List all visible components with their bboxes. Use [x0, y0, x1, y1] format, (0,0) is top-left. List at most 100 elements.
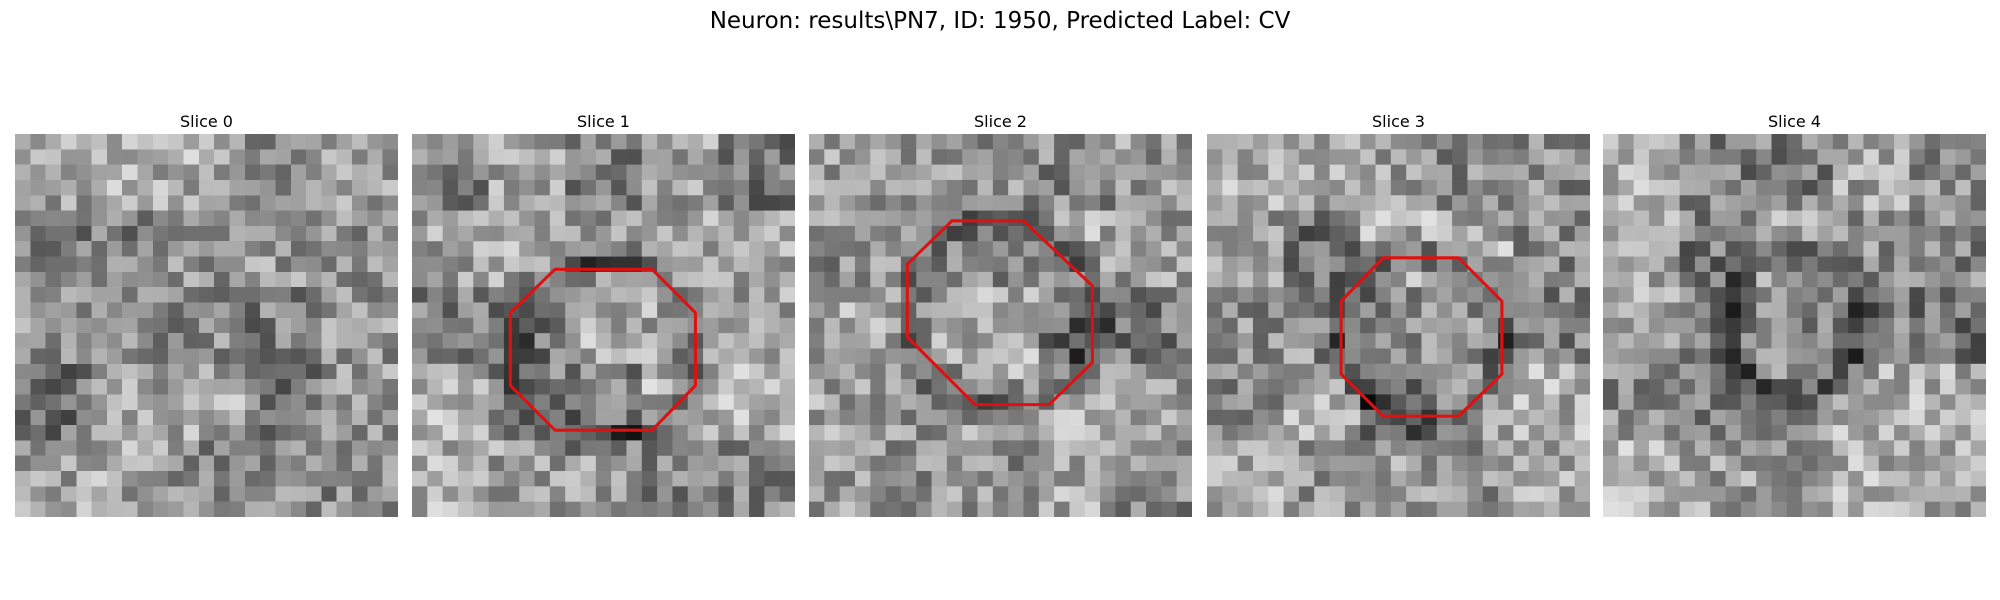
- pixel: [260, 471, 276, 487]
- pixel: [183, 317, 200, 334]
- pixel: [1817, 501, 1834, 517]
- pixel: [641, 394, 658, 411]
- pixel: [1452, 149, 1468, 166]
- pixel: [1207, 225, 1223, 242]
- pixel: [488, 317, 505, 334]
- pixel: [1222, 256, 1239, 273]
- pixel: [779, 149, 795, 166]
- pixel: [152, 225, 169, 242]
- pixel: [1252, 440, 1269, 457]
- pixel: [1603, 164, 1619, 181]
- pixel: [809, 486, 825, 503]
- pixel: [1314, 241, 1330, 257]
- pixel: [916, 302, 932, 319]
- pixel: [1817, 210, 1834, 227]
- pixel: [1283, 195, 1300, 211]
- pixel: [1084, 409, 1101, 426]
- pixel: [565, 333, 581, 349]
- pixel: [1559, 425, 1576, 441]
- pixel: [1710, 486, 1726, 503]
- pixel: [580, 363, 597, 380]
- pixel: [488, 486, 505, 503]
- pixel: [1679, 225, 1696, 242]
- pixel: [1679, 302, 1696, 319]
- pixel: [1436, 425, 1453, 441]
- pixel: [1679, 134, 1696, 150]
- pixel: [870, 225, 886, 242]
- pixel: [1664, 486, 1680, 503]
- pixel: [1909, 425, 1926, 441]
- pixel: [1467, 179, 1484, 196]
- pixel: [1314, 363, 1330, 380]
- pixel: [1832, 225, 1849, 242]
- pixel: [1498, 455, 1514, 472]
- pixel: [1100, 149, 1116, 166]
- pixel: [1940, 149, 1956, 166]
- pixel: [1176, 440, 1192, 457]
- pixel: [519, 409, 535, 426]
- pixel: [519, 363, 535, 380]
- pixel: [657, 425, 673, 441]
- pixel: [1314, 394, 1330, 411]
- pixel: [122, 379, 138, 395]
- pixel: [1664, 302, 1680, 319]
- pixel: [1848, 225, 1864, 242]
- pixel: [442, 179, 459, 196]
- pixel: [1115, 134, 1132, 150]
- pixel: [1740, 256, 1757, 273]
- pixel: [1970, 241, 1986, 257]
- pixel: [1832, 241, 1849, 257]
- pixel: [1740, 149, 1757, 166]
- pixel: [1970, 149, 1986, 166]
- pixel: [122, 317, 138, 334]
- pixel: [260, 348, 276, 365]
- pixel: [1268, 149, 1284, 166]
- pixel: [1756, 333, 1772, 349]
- pixel: [1574, 379, 1590, 395]
- pixel: [183, 134, 200, 150]
- pixel: [15, 164, 31, 181]
- pixel: [1544, 363, 1560, 380]
- pixel: [260, 164, 276, 181]
- pixel: [946, 225, 963, 242]
- pixel: [1559, 455, 1576, 472]
- pixel: [779, 271, 795, 288]
- pixel: [91, 425, 108, 441]
- pixel: [382, 149, 398, 166]
- pixel: [198, 317, 215, 334]
- pixel: [1207, 210, 1223, 227]
- pixel: [854, 225, 871, 242]
- pixel: [854, 409, 871, 426]
- pixel: [1513, 501, 1530, 517]
- pixel: [824, 179, 841, 196]
- pixel: [122, 164, 138, 181]
- pixel: [611, 486, 627, 503]
- pixel: [1452, 241, 1468, 257]
- pixel: [1909, 210, 1926, 227]
- pixel: [1252, 287, 1269, 303]
- pixel: [15, 486, 31, 503]
- pixel: [1176, 287, 1192, 303]
- pixel: [1482, 210, 1499, 227]
- pixel: [1390, 241, 1407, 257]
- pixel: [718, 317, 735, 334]
- pixel: [152, 134, 169, 150]
- pixel: [1544, 256, 1560, 273]
- pixel: [1268, 195, 1284, 211]
- pixel: [1802, 225, 1818, 242]
- pixel: [1436, 179, 1453, 196]
- pixel: [900, 179, 917, 196]
- pixel: [1360, 241, 1376, 257]
- pixel: [595, 501, 612, 517]
- slice-panel: Slice 1: [412, 110, 795, 517]
- pixel: [1633, 287, 1650, 303]
- pixel: [779, 409, 795, 426]
- pixel: [977, 471, 994, 487]
- pixel: [137, 379, 154, 395]
- pixel: [1528, 425, 1545, 441]
- pixel: [1940, 394, 1956, 411]
- pixel: [626, 302, 643, 319]
- pixel: [1207, 241, 1223, 257]
- pixel: [1207, 333, 1223, 349]
- pixel: [321, 302, 338, 319]
